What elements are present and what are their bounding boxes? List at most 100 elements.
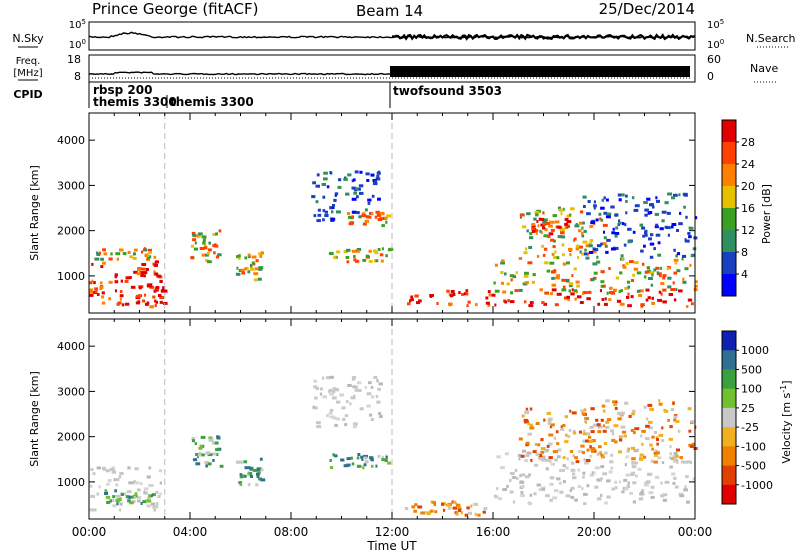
vel-cell bbox=[368, 381, 372, 385]
power-cell bbox=[659, 274, 662, 278]
vel-cell bbox=[315, 387, 319, 390]
power-cell bbox=[100, 265, 104, 269]
vel-cell bbox=[514, 468, 518, 472]
vel-cell bbox=[648, 491, 654, 495]
power-cell bbox=[660, 266, 662, 270]
vel-colorbar-tick-label: 500 bbox=[741, 363, 762, 376]
vel-cell bbox=[420, 511, 425, 515]
power-cell bbox=[529, 301, 534, 305]
power-cell bbox=[550, 220, 555, 224]
vel-cell bbox=[593, 471, 596, 475]
power-colorbar-swatch bbox=[722, 142, 736, 165]
vel-cell bbox=[411, 505, 416, 509]
power-cell bbox=[684, 239, 690, 243]
vel-cell bbox=[258, 477, 262, 481]
vel-cell bbox=[249, 467, 253, 471]
power-cell bbox=[529, 236, 534, 240]
power-cell bbox=[615, 276, 620, 280]
power-cell bbox=[253, 272, 259, 276]
vel-cell bbox=[658, 399, 661, 403]
power-cell bbox=[534, 229, 539, 233]
power-cell bbox=[143, 274, 146, 278]
vel-cell bbox=[260, 468, 264, 472]
vel-cell bbox=[630, 429, 635, 432]
vel-cell bbox=[583, 458, 586, 462]
vel-cell bbox=[675, 420, 680, 423]
power-cell bbox=[694, 284, 698, 288]
power-cell bbox=[581, 231, 584, 235]
power-cell bbox=[609, 291, 614, 294]
power-cell bbox=[577, 245, 583, 249]
power-cell bbox=[689, 226, 694, 230]
vel-cell bbox=[354, 388, 359, 392]
vel-cell bbox=[623, 434, 627, 438]
power-cell bbox=[679, 211, 682, 215]
vel-cell bbox=[663, 408, 666, 412]
vel-cell bbox=[606, 418, 612, 422]
vel-region-2 bbox=[191, 435, 224, 468]
power-cell bbox=[122, 252, 127, 256]
vel-cell bbox=[687, 460, 692, 464]
vel-cell bbox=[473, 502, 479, 506]
power-cell bbox=[646, 266, 650, 270]
vel-cell bbox=[625, 455, 629, 459]
vel-cell bbox=[536, 483, 541, 487]
vel-cell bbox=[669, 456, 672, 460]
vel-cell bbox=[451, 500, 455, 504]
power-cell bbox=[631, 196, 635, 200]
power-cell bbox=[375, 259, 379, 263]
power-cell bbox=[317, 208, 321, 212]
power-cell bbox=[316, 219, 321, 223]
power-cell bbox=[605, 250, 609, 254]
vel-cell bbox=[194, 442, 197, 446]
vel-cell bbox=[89, 484, 93, 488]
power-cell bbox=[602, 242, 607, 246]
freq-tick-bottom: 8 bbox=[74, 70, 81, 83]
power-cell bbox=[357, 187, 361, 191]
vel-cell bbox=[520, 454, 525, 458]
vel-cell bbox=[215, 448, 220, 452]
power-cell bbox=[590, 278, 595, 281]
power-cell bbox=[681, 257, 684, 261]
vel-cell bbox=[156, 502, 159, 505]
power-cell bbox=[542, 223, 546, 227]
vel-cell bbox=[543, 418, 546, 422]
vel-cell bbox=[134, 467, 139, 471]
vel-cell bbox=[549, 482, 554, 486]
vel-cell bbox=[155, 490, 159, 494]
vel-cell bbox=[588, 440, 594, 443]
power-cell bbox=[143, 247, 146, 251]
power-cell bbox=[586, 212, 591, 216]
power-cell bbox=[585, 244, 589, 248]
power-cell bbox=[376, 171, 381, 175]
vel-cell bbox=[643, 405, 647, 409]
vel-cell bbox=[526, 441, 530, 445]
power-cell bbox=[537, 254, 540, 258]
vel-cell bbox=[529, 426, 535, 430]
vel-cell bbox=[104, 492, 108, 495]
power-cell bbox=[153, 255, 157, 259]
vel-cell bbox=[645, 437, 650, 440]
power-cell bbox=[379, 253, 384, 257]
vel-region-8 bbox=[518, 407, 610, 465]
power-cell bbox=[506, 282, 510, 286]
vel-cell bbox=[331, 390, 336, 394]
vel-cell bbox=[329, 459, 332, 462]
power-cell bbox=[354, 259, 360, 263]
vel-cell bbox=[133, 496, 136, 499]
power-cell bbox=[436, 302, 439, 305]
power-cell bbox=[336, 250, 341, 254]
power-cell bbox=[351, 197, 357, 201]
power-cell bbox=[667, 276, 672, 280]
vel-cell bbox=[553, 436, 557, 440]
vel-cell bbox=[668, 437, 673, 441]
cpid-label: CPID bbox=[13, 88, 42, 101]
power-cell bbox=[641, 289, 644, 293]
vel-cell bbox=[566, 457, 569, 461]
vel-cell bbox=[329, 408, 334, 412]
nave-tick-top: 60 bbox=[707, 53, 721, 66]
power-cell bbox=[649, 242, 655, 246]
vel-cell bbox=[549, 498, 553, 502]
power-cell bbox=[604, 297, 607, 301]
